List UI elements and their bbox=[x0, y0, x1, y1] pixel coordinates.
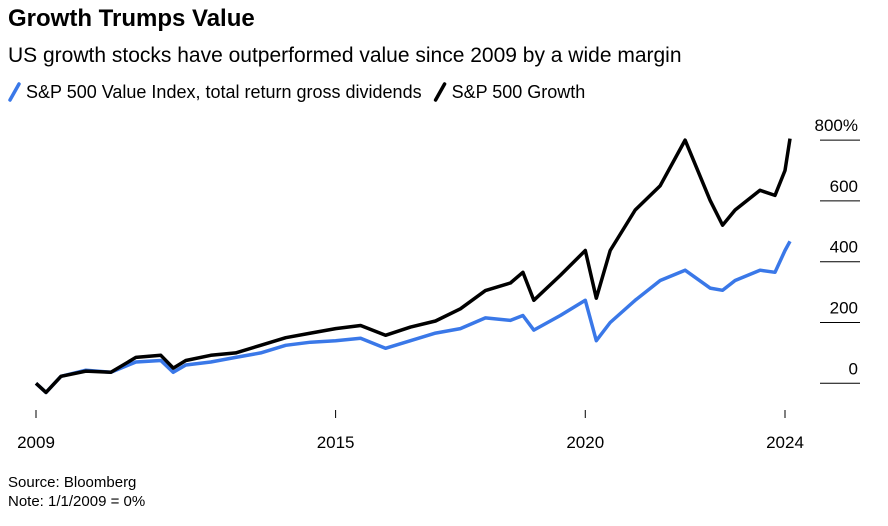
note: Note: 1/1/2009 = 0% bbox=[8, 493, 145, 510]
x-tick-label: 2024 bbox=[766, 433, 804, 452]
y-tick-label: 600 bbox=[830, 177, 858, 196]
y-tick-label: 0 bbox=[849, 359, 858, 378]
x-tick-label: 2020 bbox=[566, 433, 604, 452]
series-line bbox=[34, 240, 792, 395]
legend-label: S&P 500 Value Index, total return gross … bbox=[26, 82, 422, 102]
y-tick-label: 800% bbox=[815, 116, 858, 135]
x-tick-label: 2015 bbox=[317, 433, 355, 452]
y-tick-label: 200 bbox=[830, 298, 858, 317]
source: Source: Bloomberg bbox=[8, 474, 136, 491]
chart-subtitle: US growth stocks have outperformed value… bbox=[8, 44, 682, 67]
series-line bbox=[34, 138, 792, 395]
legend-swatch bbox=[433, 82, 447, 102]
legend-label: S&P 500 Growth bbox=[452, 82, 586, 102]
legend-swatch bbox=[8, 82, 21, 102]
y-tick-label: 400 bbox=[830, 238, 858, 257]
chart-title: Growth Trumps Value bbox=[8, 5, 255, 32]
x-tick-label: 2009 bbox=[17, 433, 55, 452]
